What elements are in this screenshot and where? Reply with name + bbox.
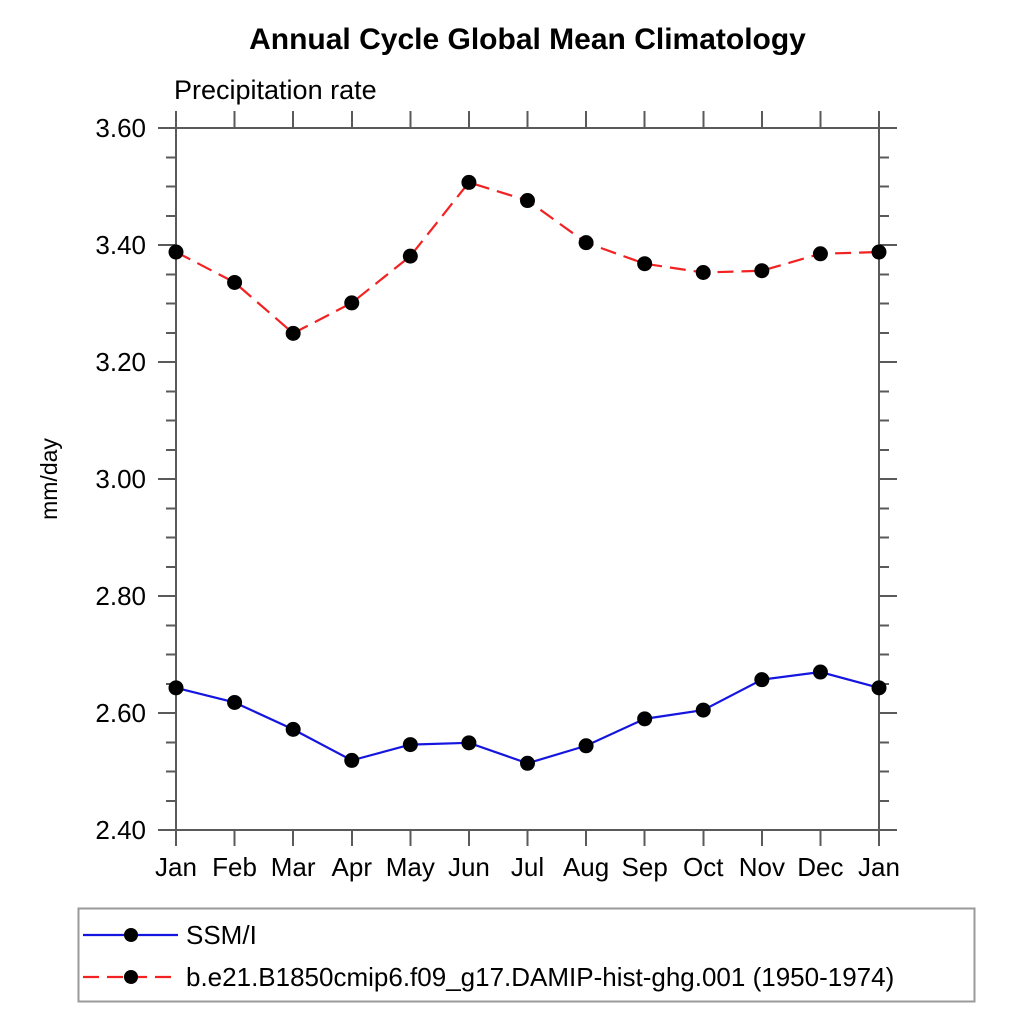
data-point [227,694,243,710]
data-point [168,680,184,696]
axes: Jan Feb Mar Apr May Jun Jul Aug Sep Oct Nov Dec Jan 2… [95,111,900,882]
data-point [227,274,243,290]
chart-subtitle: Precipitation rate [174,75,377,105]
x-tick-label: Jan [155,852,197,882]
x-tick-label: Aug [563,852,609,882]
x-tick-label: Jan [858,852,900,882]
data-point [344,752,360,768]
data-point [402,248,418,264]
data-point [812,664,828,680]
series [168,174,887,771]
data-point [520,193,535,209]
x-tick-label: Feb [212,852,257,882]
x-tick-label: Mar [271,852,316,882]
data-point [168,244,184,260]
y-tick-label: 2.40 [95,815,146,845]
x-tick-label: Jul [511,852,544,882]
legend-box [77,907,976,1003]
y-axis-label: mm/day [36,438,62,520]
data-point [520,755,535,771]
legend-label: SSM/I [186,920,257,950]
x-tick-label: Apr [332,852,373,882]
x-tick-label: Jun [448,852,490,882]
x-tick-label: May [386,852,435,882]
x-tick-label: Oct [683,852,724,882]
y-tick-label: 3.60 [95,113,146,143]
data-point [285,325,301,341]
data-point [871,680,887,696]
data-point [754,263,770,279]
y-tick-label: 2.80 [95,581,146,611]
data-point [344,295,360,311]
data-point [461,174,477,190]
data-point [578,738,594,754]
chart-title: Annual Cycle Global Mean Climatology [249,23,806,56]
data-point [812,246,828,262]
y-tick-label: 3.00 [95,464,146,494]
data-point [871,244,887,260]
data-point [637,711,653,727]
legend-label: b.e21.B1850cmip6.f09_g17.DAMIP-hist-ghg.… [186,962,894,992]
data-point [637,256,653,272]
series-line-0 [175,670,880,765]
legend-item-1: b.e21.B1850cmip6.f09_g17.DAMIP-hist-ghg.… [83,962,894,992]
data-point [578,235,594,251]
data-point [285,721,301,737]
legend-marker [124,928,138,942]
data-point [695,264,711,280]
legend: SSM/I b.e21.B1850cmip6.f09_g17.DAMIP-hist… [77,907,976,1003]
data-point [695,702,711,718]
y-tick-label: 3.40 [95,230,146,260]
data-point [754,672,770,688]
y-tick-label: 2.60 [95,698,146,728]
legend-item-0: SSM/I [83,920,257,950]
x-tick-label: Nov [739,852,785,882]
x-tick-label: Sep [622,852,668,882]
data-point [461,735,477,751]
y-tick-label: 3.20 [95,347,146,377]
legend-marker [124,970,138,984]
x-tick-label: Dec [797,852,843,882]
data-point [402,737,418,753]
